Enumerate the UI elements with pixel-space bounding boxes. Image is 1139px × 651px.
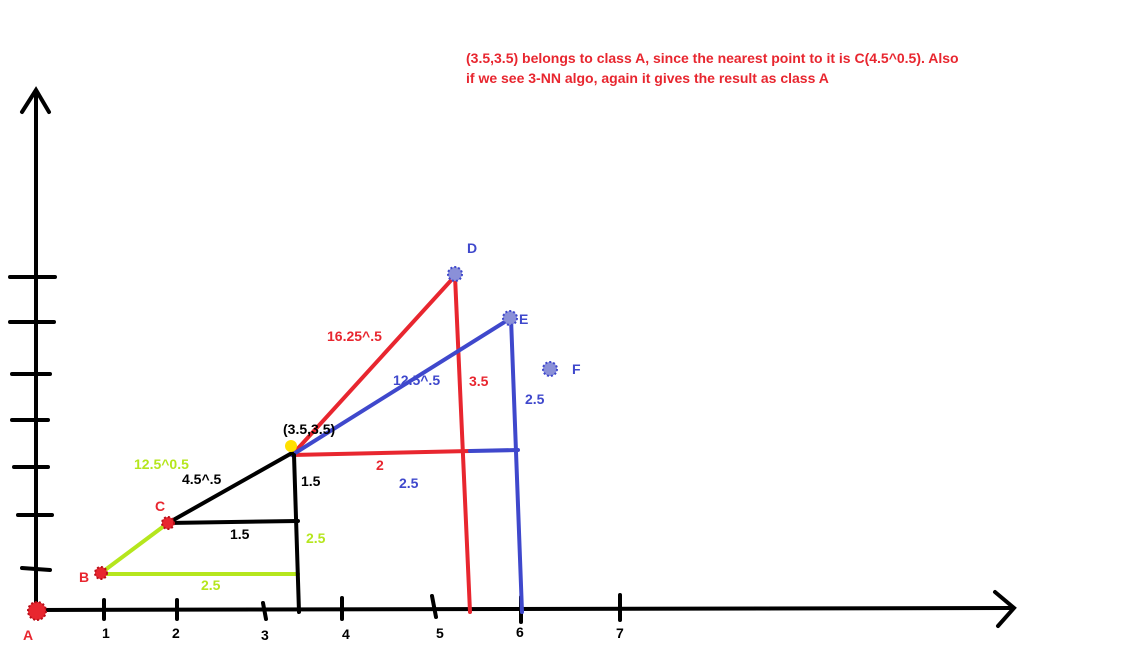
point-d-marker xyxy=(447,266,463,282)
point-c-label: C xyxy=(155,498,165,514)
explanation-line-2: if we see 3-NN algo, again it gives the … xyxy=(466,70,829,86)
x-tick-label: 1 xyxy=(102,625,110,641)
e-vertical-label: 2.5 xyxy=(525,391,545,407)
x-axis-arrowhead xyxy=(993,590,1017,628)
c-hypotenuse xyxy=(166,451,294,525)
point-f-label: F xyxy=(572,361,581,377)
c-vertical-label: 1.5 xyxy=(301,473,321,489)
point-b-marker xyxy=(94,566,108,580)
point-b-label: B xyxy=(79,569,89,585)
point-d-label: D xyxy=(467,240,477,256)
query-point-label: (3.5,3.5) xyxy=(283,421,335,437)
x-tick-label: 7 xyxy=(616,625,624,641)
c-horizontal-label: 1.5 xyxy=(230,526,250,542)
d-vertical xyxy=(453,274,472,614)
y-tick xyxy=(20,566,52,572)
c-horizontal xyxy=(166,519,300,525)
x-tick xyxy=(430,594,438,619)
x-tick xyxy=(261,601,268,621)
y-axis-arrowhead xyxy=(20,86,51,114)
distance-to-b xyxy=(99,521,300,576)
point-labels: A B C D E F (3.5,3.5) xyxy=(23,240,581,643)
explanation-line-1: (3.5,3.5) belongs to class A, since the … xyxy=(466,50,959,66)
d-hypotenuse-label: 16.25^.5 xyxy=(327,328,382,344)
point-e-label: E xyxy=(519,311,528,327)
distance-to-d xyxy=(290,274,472,614)
b-horizontal-label: 2.5 xyxy=(201,577,221,593)
e-hypotenuse-label: 12.5^.5 xyxy=(393,372,440,388)
point-a-label: A xyxy=(23,627,33,643)
distance-to-c xyxy=(166,451,301,614)
distance-to-e xyxy=(290,316,524,614)
y-ticks xyxy=(8,275,57,572)
distance-labels: 16.25^.5 3.5 2 12.5^.5 2.5 2.5 4.5^.5 1.… xyxy=(134,328,545,593)
x-tick-label: 3 xyxy=(261,627,269,643)
e-horizontal-label: 2.5 xyxy=(399,475,419,491)
d-hypotenuse xyxy=(290,274,457,457)
point-c-marker xyxy=(161,516,175,530)
explanation-note: (3.5,3.5) belongs to class A, since the … xyxy=(466,48,1126,88)
e-vertical xyxy=(509,316,524,614)
points xyxy=(27,266,558,621)
point-e-marker xyxy=(502,310,518,326)
d-horizontal-label: 2 xyxy=(376,457,384,473)
c-vertical xyxy=(292,453,301,614)
b-vertical-label: 2.5 xyxy=(306,530,326,546)
d-horizontal xyxy=(290,449,472,457)
point-f-marker xyxy=(542,361,558,377)
e-horizontal xyxy=(468,448,520,453)
d-vertical-label: 3.5 xyxy=(469,373,489,389)
x-tick-label: 2 xyxy=(172,625,180,641)
x-tick-label: 4 xyxy=(342,626,350,642)
b-hypotenuse xyxy=(99,521,170,575)
query-point-marker xyxy=(285,440,297,452)
x-ticks xyxy=(102,593,622,624)
point-a-marker xyxy=(27,601,47,621)
x-tick-label: 6 xyxy=(516,624,524,640)
b-hypotenuse-label: 12.5^0.5 xyxy=(134,456,189,472)
x-tick-label: 5 xyxy=(436,625,444,641)
c-hypotenuse-label: 4.5^.5 xyxy=(182,471,222,487)
x-tick-labels: 1 2 3 4 5 6 7 xyxy=(102,624,624,643)
e-hypotenuse xyxy=(290,316,513,457)
